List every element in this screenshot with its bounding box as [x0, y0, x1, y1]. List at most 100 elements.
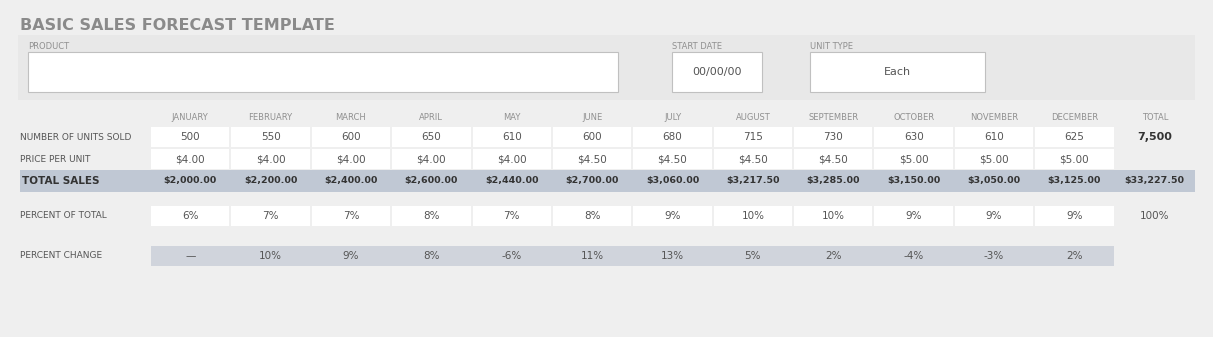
Bar — [713, 206, 792, 226]
Text: 10%: 10% — [260, 251, 283, 261]
Text: -3%: -3% — [984, 251, 1004, 261]
Bar — [875, 127, 953, 147]
Bar — [713, 127, 792, 147]
Text: 2%: 2% — [1066, 251, 1083, 261]
Text: 7%: 7% — [262, 211, 279, 221]
Text: $4.50: $4.50 — [819, 154, 848, 164]
Bar — [150, 127, 229, 147]
Text: $2,700.00: $2,700.00 — [565, 177, 619, 185]
Text: $4.00: $4.00 — [256, 154, 285, 164]
Bar — [955, 149, 1033, 169]
Bar — [1035, 206, 1114, 226]
Text: 00/00/00: 00/00/00 — [693, 67, 742, 77]
Bar — [875, 149, 953, 169]
Bar — [955, 127, 1033, 147]
Text: 9%: 9% — [986, 211, 1002, 221]
Text: JULY: JULY — [664, 113, 680, 122]
Bar — [795, 127, 872, 147]
Text: MAY: MAY — [503, 113, 520, 122]
Bar — [312, 127, 391, 147]
Text: START DATE: START DATE — [672, 42, 722, 51]
Text: UNIT TYPE: UNIT TYPE — [810, 42, 853, 51]
Text: -6%: -6% — [502, 251, 522, 261]
Bar — [150, 206, 229, 226]
Bar — [553, 206, 631, 226]
Text: $4.00: $4.00 — [416, 154, 446, 164]
Bar — [633, 206, 712, 226]
Text: 7%: 7% — [343, 211, 359, 221]
Bar — [392, 206, 471, 226]
Text: 7%: 7% — [503, 211, 520, 221]
Text: 8%: 8% — [423, 211, 439, 221]
Bar — [28, 52, 617, 92]
Text: 730: 730 — [824, 132, 843, 142]
Bar — [1035, 149, 1114, 169]
Text: NUMBER OF UNITS SOLD: NUMBER OF UNITS SOLD — [19, 132, 131, 142]
Bar — [473, 149, 551, 169]
Text: $4.00: $4.00 — [336, 154, 366, 164]
Text: 9%: 9% — [1066, 211, 1083, 221]
Text: 650: 650 — [421, 132, 442, 142]
Text: PERCENT OF TOTAL: PERCENT OF TOTAL — [19, 212, 107, 220]
Text: 610: 610 — [502, 132, 522, 142]
Bar — [633, 149, 712, 169]
Text: 600: 600 — [341, 132, 360, 142]
Bar — [392, 149, 471, 169]
Text: 500: 500 — [181, 132, 200, 142]
Text: 8%: 8% — [423, 251, 439, 261]
Bar — [312, 149, 391, 169]
Text: 550: 550 — [261, 132, 280, 142]
Text: $2,200.00: $2,200.00 — [244, 177, 297, 185]
Text: FEBRUARY: FEBRUARY — [249, 113, 292, 122]
Bar — [553, 127, 631, 147]
Text: $4.00: $4.00 — [497, 154, 526, 164]
Bar — [19, 170, 1195, 192]
Bar — [232, 149, 309, 169]
Bar — [955, 206, 1033, 226]
Text: PRODUCT: PRODUCT — [28, 42, 69, 51]
Text: 11%: 11% — [581, 251, 604, 261]
Text: 625: 625 — [1065, 132, 1084, 142]
Text: Each: Each — [884, 67, 911, 77]
Text: NOVEMBER: NOVEMBER — [970, 113, 1018, 122]
Text: $3,050.00: $3,050.00 — [968, 177, 1020, 185]
Text: 10%: 10% — [741, 211, 764, 221]
Text: DECEMBER: DECEMBER — [1050, 113, 1098, 122]
Text: $3,060.00: $3,060.00 — [645, 177, 699, 185]
Bar — [150, 246, 1114, 266]
Text: 9%: 9% — [905, 211, 922, 221]
Bar — [553, 149, 631, 169]
Text: PERCENT CHANGE: PERCENT CHANGE — [19, 251, 102, 261]
Text: $5.00: $5.00 — [1060, 154, 1089, 164]
Text: 680: 680 — [662, 132, 683, 142]
Text: $4.50: $4.50 — [577, 154, 606, 164]
Text: SEPTEMBER: SEPTEMBER — [808, 113, 859, 122]
Text: $3,285.00: $3,285.00 — [807, 177, 860, 185]
Bar — [473, 206, 551, 226]
Text: BASIC SALES FORECAST TEMPLATE: BASIC SALES FORECAST TEMPLATE — [19, 18, 335, 33]
Text: $33,227.50: $33,227.50 — [1124, 177, 1185, 185]
Text: $3,217.50: $3,217.50 — [727, 177, 780, 185]
Text: 630: 630 — [904, 132, 923, 142]
Text: $2,400.00: $2,400.00 — [324, 177, 377, 185]
Bar — [392, 127, 471, 147]
Text: $2,440.00: $2,440.00 — [485, 177, 539, 185]
Text: 6%: 6% — [182, 211, 199, 221]
Bar — [672, 52, 762, 92]
Text: TOTAL SALES: TOTAL SALES — [22, 176, 99, 186]
Text: 8%: 8% — [583, 211, 600, 221]
Text: $2,000.00: $2,000.00 — [164, 177, 217, 185]
Text: 600: 600 — [582, 132, 602, 142]
Text: TOTAL: TOTAL — [1141, 113, 1168, 122]
Text: 2%: 2% — [825, 251, 842, 261]
Bar — [810, 52, 985, 92]
Text: JANUARY: JANUARY — [172, 113, 209, 122]
Text: -4%: -4% — [904, 251, 924, 261]
Bar — [150, 149, 229, 169]
Bar — [713, 149, 792, 169]
Text: 715: 715 — [742, 132, 763, 142]
Text: $5.00: $5.00 — [979, 154, 1009, 164]
Text: 100%: 100% — [1140, 211, 1169, 221]
Text: PRICE PER UNIT: PRICE PER UNIT — [19, 154, 91, 163]
Bar — [1035, 127, 1114, 147]
